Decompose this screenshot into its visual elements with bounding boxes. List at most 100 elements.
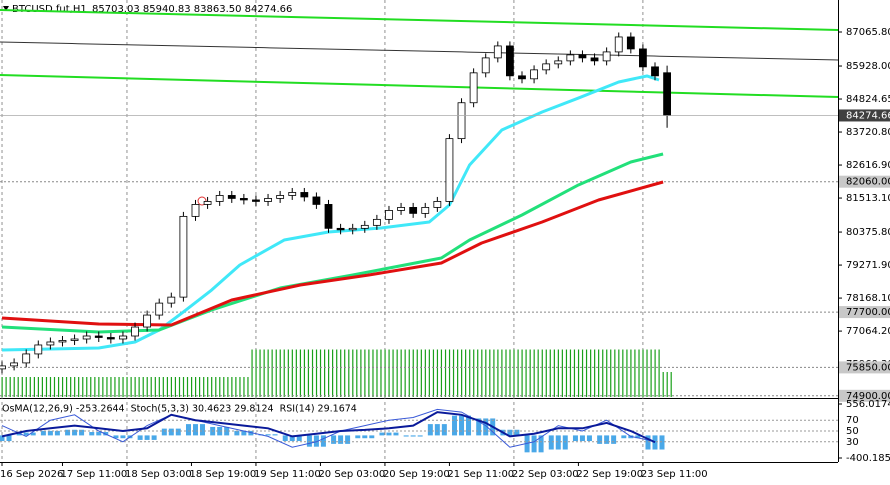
osma-bar xyxy=(369,435,375,439)
volume-bar xyxy=(376,349,378,397)
osma-bar xyxy=(452,415,458,436)
osma-bar xyxy=(338,435,344,444)
volume-bar xyxy=(174,377,177,397)
volume-bar xyxy=(45,377,48,397)
candle-body xyxy=(191,204,200,217)
candle-body xyxy=(469,72,478,104)
volume-bar xyxy=(356,349,358,397)
candle-body xyxy=(82,335,91,340)
osma-bar xyxy=(562,435,568,450)
osma-bar xyxy=(192,424,198,436)
volume-bar xyxy=(364,349,366,397)
osma-bar xyxy=(386,432,392,436)
moving-average xyxy=(1,152,664,334)
trendline xyxy=(0,41,839,61)
volume-bar xyxy=(110,377,112,397)
volume-bar xyxy=(102,377,104,397)
osma-bar xyxy=(555,435,561,450)
volume-bar xyxy=(465,349,467,397)
volume-bar xyxy=(198,377,201,397)
volume-bar xyxy=(610,349,612,397)
volume-bar xyxy=(65,377,68,397)
volume-bar xyxy=(569,349,572,397)
volume-bar xyxy=(287,349,289,397)
volume-bar xyxy=(412,349,414,397)
candle-body xyxy=(421,207,430,214)
osma-bar xyxy=(0,435,5,442)
y-tick-label: 82616.90 xyxy=(846,160,890,171)
volume-bar xyxy=(251,349,253,397)
y-tick-label: 77064.20 xyxy=(846,326,890,337)
signal-marker xyxy=(197,196,207,206)
volume-bar xyxy=(622,349,624,397)
candle-body xyxy=(58,340,67,343)
y-tick-label: 79271.90 xyxy=(846,260,890,271)
volume-bar xyxy=(344,349,346,397)
osma-bar xyxy=(89,432,95,436)
trendline xyxy=(0,9,839,31)
osma-bar xyxy=(161,428,167,436)
osma-bar xyxy=(289,435,295,442)
volume-bar xyxy=(658,349,660,397)
volume-bar xyxy=(618,349,620,397)
osma-bar xyxy=(241,430,247,436)
x-tick-label: 23 Sep 11:00 xyxy=(641,469,708,480)
volume-bar xyxy=(243,377,245,397)
volume-bar xyxy=(557,349,559,397)
level-label-bg xyxy=(839,175,890,188)
osma-bar xyxy=(265,434,271,436)
volume-bar xyxy=(654,349,656,397)
osma-bar xyxy=(72,429,78,436)
volume-bar xyxy=(154,377,156,397)
level-label: 74900.00 xyxy=(846,391,890,402)
osma-bar xyxy=(531,435,537,453)
osma-bar xyxy=(611,435,617,444)
volume-bar xyxy=(203,377,205,397)
volume-bar xyxy=(78,377,80,397)
volume-bar xyxy=(118,377,120,397)
volume-bar xyxy=(219,377,221,397)
volume-bar xyxy=(295,349,297,397)
candle-body xyxy=(227,195,236,199)
volume-bar xyxy=(646,349,648,397)
osma-bar xyxy=(306,435,312,447)
candle-body xyxy=(397,207,405,211)
volume-bar xyxy=(428,349,430,397)
volume-bar xyxy=(448,349,451,397)
osma-bar xyxy=(538,435,544,453)
volume-bar xyxy=(642,349,644,397)
x-tick-label: 16 Sep 2026 xyxy=(0,469,63,480)
volume-bar xyxy=(186,377,189,397)
osma-bar xyxy=(234,430,240,436)
candle-body xyxy=(252,199,260,202)
x-tick-label: 22 Sep 19:00 xyxy=(576,469,643,480)
volume-bar xyxy=(392,349,394,397)
volume-bar xyxy=(29,377,31,397)
candle-body xyxy=(203,201,212,205)
osma-bar xyxy=(635,435,641,439)
volume-bar xyxy=(138,377,140,397)
candle-body xyxy=(70,338,79,341)
volume-bar xyxy=(404,349,406,397)
volume-bar xyxy=(529,349,531,397)
volume-bar xyxy=(259,349,261,397)
volume-bar xyxy=(283,349,285,397)
osma-bar xyxy=(296,435,302,442)
osma-bar xyxy=(659,435,665,450)
osma-bar xyxy=(645,435,651,450)
volume-bar xyxy=(408,349,410,397)
candle-body xyxy=(106,337,115,340)
level-label-bg xyxy=(839,389,890,402)
trendline xyxy=(0,74,839,99)
osma-bar xyxy=(410,435,416,437)
osma-bar xyxy=(331,435,337,444)
volume-bar xyxy=(602,349,604,397)
candle-body xyxy=(481,57,490,74)
candle-body xyxy=(651,66,659,77)
y-tick-label: 85928.00 xyxy=(846,61,890,72)
volume-bar xyxy=(114,377,116,397)
osma-bar xyxy=(507,429,513,436)
candle-body xyxy=(324,204,333,229)
volume-bar xyxy=(489,349,491,397)
osma-bar xyxy=(151,435,157,440)
